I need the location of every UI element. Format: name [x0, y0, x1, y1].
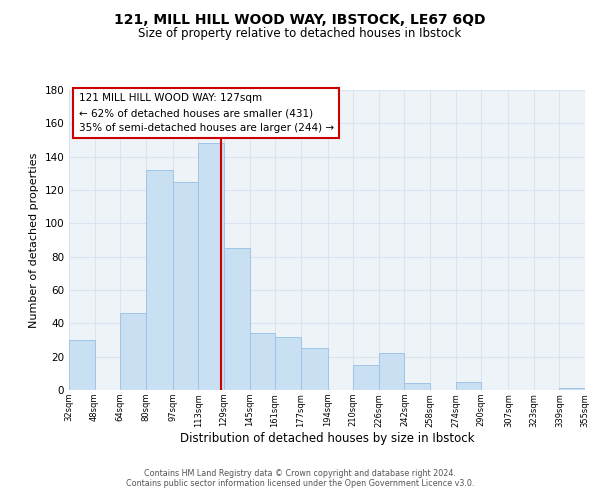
X-axis label: Distribution of detached houses by size in Ibstock: Distribution of detached houses by size …: [180, 432, 474, 445]
Bar: [353, 365, 379, 390]
Bar: [146, 170, 173, 390]
Text: 121 MILL HILL WOOD WAY: 127sqm
← 62% of detached houses are smaller (431)
35% of: 121 MILL HILL WOOD WAY: 127sqm ← 62% of …: [79, 94, 334, 133]
Bar: [404, 384, 430, 390]
Bar: [173, 182, 199, 390]
Bar: [301, 348, 328, 390]
Bar: [250, 334, 275, 390]
Text: 121, MILL HILL WOOD WAY, IBSTOCK, LE67 6QD: 121, MILL HILL WOOD WAY, IBSTOCK, LE67 6…: [114, 12, 486, 26]
Y-axis label: Number of detached properties: Number of detached properties: [29, 152, 39, 328]
Text: Size of property relative to detached houses in Ibstock: Size of property relative to detached ho…: [139, 28, 461, 40]
Bar: [559, 388, 585, 390]
Bar: [224, 248, 250, 390]
Bar: [120, 314, 146, 390]
Bar: [69, 340, 95, 390]
Text: Contains public sector information licensed under the Open Government Licence v3: Contains public sector information licen…: [126, 478, 474, 488]
Bar: [199, 144, 224, 390]
Text: Contains HM Land Registry data © Crown copyright and database right 2024.: Contains HM Land Registry data © Crown c…: [144, 468, 456, 477]
Bar: [455, 382, 481, 390]
Bar: [275, 336, 301, 390]
Bar: [379, 354, 404, 390]
